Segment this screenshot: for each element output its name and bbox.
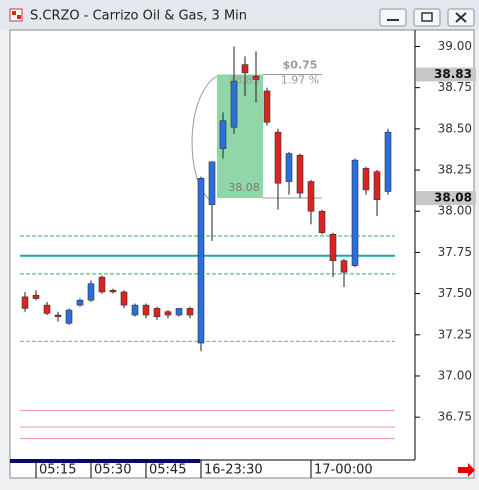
y-tick-label: 37.50 (438, 286, 472, 300)
window-title: S.CRZO - Carrizo Oil & Gas, 3 Min (30, 9, 247, 24)
candle-body (318, 210, 326, 233)
candle-body (384, 131, 392, 192)
price-tag-label: 38.08 (434, 191, 472, 205)
candle-body (65, 309, 73, 324)
x-tick-label: 16-23:30 (204, 463, 263, 478)
candle-body (351, 159, 359, 266)
y-tick-label: 38.25 (438, 163, 472, 177)
candle-body (241, 64, 249, 74)
candle-body (164, 311, 172, 316)
measure-pct-label: 1.97 % (281, 73, 319, 86)
measure-from-label: 38.08 (228, 181, 260, 194)
candle-body (274, 131, 282, 184)
candle-body (98, 276, 106, 293)
y-tick-label: 36.75 (438, 410, 472, 424)
candle-body (285, 153, 293, 182)
y-tick-label: 38.50 (438, 121, 472, 135)
price-tag (416, 191, 476, 206)
icon-dot (12, 11, 16, 15)
candle-body (153, 308, 161, 317)
y-tick-label: 37.75 (438, 245, 472, 259)
candle-body (120, 291, 128, 306)
candle-body (109, 290, 117, 293)
price-tag-label: 38.83 (434, 67, 472, 81)
candle-body (175, 308, 183, 316)
candle-body (219, 120, 227, 149)
candle-body (208, 161, 216, 205)
candle-body (329, 233, 337, 261)
y-tick-label: 37.25 (438, 327, 472, 341)
candle-body (54, 314, 62, 317)
candle-body (373, 171, 381, 200)
measure-change-label: $0.75 (283, 58, 318, 71)
x-tick-label: 17-00:00 (314, 463, 373, 478)
candle-body (263, 90, 271, 123)
candle-body (87, 283, 95, 301)
scroll-indicator (10, 459, 200, 463)
candle-body (43, 304, 51, 314)
candle-body (340, 260, 348, 273)
maximize-button[interactable] (413, 8, 441, 27)
candle-body (21, 296, 29, 309)
candle-body (230, 80, 238, 128)
candle-body (252, 75, 260, 80)
minimize-button[interactable] (379, 8, 407, 27)
y-tick-label: 39.00 (438, 39, 472, 53)
candle-body (197, 177, 205, 344)
candle-body (186, 308, 194, 316)
x-tick-label: 05:15 (39, 463, 76, 478)
y-tick-label: 38.75 (438, 80, 472, 94)
candle-body (76, 299, 84, 306)
x-tick-label: 05:30 (94, 463, 131, 478)
x-tick-label: 05:45 (149, 463, 186, 478)
price-tag (416, 67, 476, 82)
close-icon (455, 12, 467, 23)
candle-body (131, 304, 139, 316)
candle-body (142, 304, 150, 316)
maximize-icon (421, 12, 433, 22)
y-tick-label: 37.00 (438, 368, 472, 382)
candle-body (307, 181, 315, 212)
candle-body (296, 154, 304, 194)
candle-body (32, 294, 40, 299)
y-tick-label: 38.00 (438, 204, 472, 218)
icon-dot (17, 15, 21, 19)
scroll-arrow[interactable] (458, 463, 475, 477)
candle-body (362, 168, 370, 191)
